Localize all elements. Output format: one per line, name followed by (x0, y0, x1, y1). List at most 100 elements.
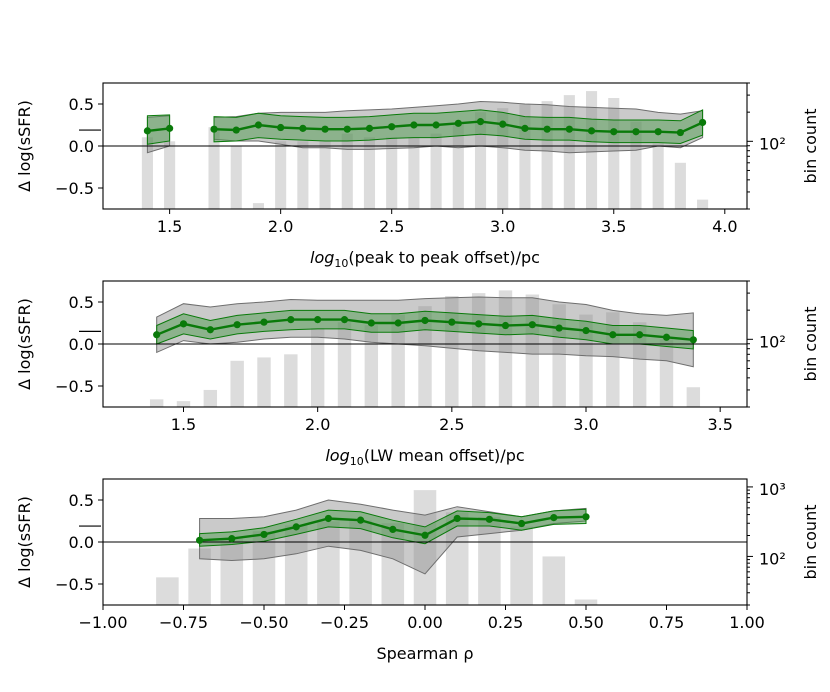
histogram-bar (674, 162, 686, 209)
data-point (179, 320, 188, 328)
data-point (388, 123, 396, 131)
data-point (367, 319, 375, 327)
data-point (689, 336, 697, 344)
histogram-bar (188, 548, 211, 605)
y-axis-label: Δ log(sSFR) (15, 496, 34, 588)
x-axis-label: log10(LW mean offset)/pc (325, 446, 524, 468)
data-point (277, 123, 285, 132)
data-point (454, 119, 462, 127)
y-tick-label: −0.5 (55, 575, 94, 594)
data-point (521, 124, 529, 132)
histogram-bar (418, 306, 432, 407)
x-tick-label: 2.5 (439, 415, 464, 434)
x-tick-label: 1.5 (171, 415, 196, 434)
x-label-text: (LW mean offset)/pc (364, 446, 525, 465)
x-tick-label: 2.0 (305, 415, 330, 434)
data-point (485, 515, 493, 523)
data-point (654, 128, 662, 136)
histogram-bar (310, 328, 325, 407)
data-point (357, 516, 365, 524)
histogram-bar (220, 538, 244, 605)
x-tick-label: 0.50 (568, 613, 604, 632)
histogram-bar (149, 399, 164, 407)
data-point (233, 321, 241, 329)
data-point (321, 125, 329, 133)
right-tick-label: 10² (759, 134, 786, 153)
data-point (210, 125, 218, 133)
data-point (153, 331, 161, 339)
data-point (260, 530, 268, 539)
histogram-bar (337, 322, 352, 407)
data-point (254, 121, 263, 129)
histogram-bar (519, 104, 531, 209)
panel-peak-to-peak-offset: 1.5 2.0 2.5 3.0 3.5 4.0 0.5 0.0 −0.5 10² Δ log(sSF… (15, 82, 820, 270)
y-tick-label: 0.5 (69, 491, 94, 510)
histogram-bar (230, 360, 244, 407)
histogram-bar (413, 490, 437, 605)
data-point (166, 124, 174, 132)
data-point (389, 525, 397, 534)
data-point (143, 127, 152, 135)
x-tick-label: 0.75 (649, 613, 685, 632)
y-tick-label: 0.0 (69, 335, 94, 354)
x-axis-label: log10(peak to peak offset)/pc (310, 248, 540, 270)
histogram-bar (686, 387, 701, 407)
data-point (453, 514, 461, 523)
x-label-log: log (325, 446, 349, 465)
data-point (421, 531, 429, 539)
data-point (555, 324, 563, 332)
histogram-bar (574, 599, 598, 605)
data-point (410, 121, 418, 129)
histogram-bar (630, 121, 642, 209)
data-point (260, 318, 268, 326)
plot-area (103, 490, 747, 605)
data-point (632, 128, 640, 136)
histogram-bar (203, 389, 218, 407)
x-tick-label: 3.0 (573, 415, 598, 434)
data-point (324, 514, 332, 523)
data-point (232, 126, 240, 134)
data-point (609, 331, 617, 339)
histogram-bar (141, 137, 153, 209)
y-tick-label: 0.5 (69, 95, 94, 114)
x-tick-label: −1.00 (78, 613, 127, 632)
histogram-bar (381, 523, 405, 605)
y-tick-label: 0.0 (69, 137, 94, 156)
x-tick-label: 3.0 (490, 217, 515, 236)
x-tick-label: 3.5 (601, 217, 626, 236)
right-tick-label: 10² (759, 332, 786, 351)
data-point (340, 316, 349, 324)
plot-area (103, 91, 747, 209)
data-point (499, 120, 507, 128)
y-axis-label: Δ log(sSFR) (15, 298, 34, 390)
histogram-bar (608, 98, 620, 209)
histogram-bar (208, 127, 220, 209)
histogram-bar (563, 95, 575, 209)
data-point (518, 519, 526, 528)
data-point (394, 319, 402, 327)
panel-lw-mean-offset: 1.5 2.0 2.5 3.0 3.5 0.5 0.0 −0.5 10² Δ log(sSFR) b… (15, 280, 820, 468)
data-point (448, 318, 456, 326)
data-point (582, 326, 590, 335)
x-label-text: Spearman ρ (376, 644, 473, 663)
data-point (476, 118, 485, 126)
data-point (365, 124, 374, 132)
x-tick-label: 1.5 (157, 217, 182, 236)
histogram-bar (408, 137, 420, 209)
histogram-bar (364, 325, 379, 407)
x-tick-label: −0.25 (320, 613, 369, 632)
data-point (432, 121, 440, 129)
histogram-bar (659, 339, 674, 407)
data-point (676, 128, 684, 137)
histogram-bar (284, 354, 298, 407)
x-label-text: (peak to peak offset)/pc (348, 248, 540, 267)
right-axis-label: bin count (801, 307, 820, 382)
histogram-bar (275, 141, 287, 209)
data-point (475, 320, 483, 328)
panel-spearman-rho: −1.00 −0.75 −0.50 −0.25 0.00 0.25 0.50 0.75 1.00… (15, 478, 820, 663)
x-tick-label: 4.0 (712, 217, 737, 236)
histogram-bar (474, 112, 487, 209)
data-point (543, 125, 551, 133)
x-tick-label: −0.50 (239, 613, 288, 632)
